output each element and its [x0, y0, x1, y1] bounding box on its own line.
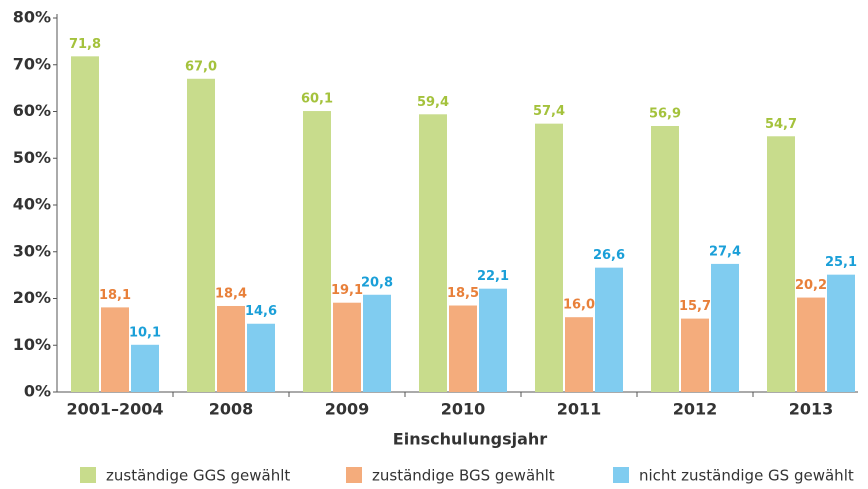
- value-label: 18,1: [99, 288, 131, 303]
- value-label: 67,0: [185, 59, 217, 74]
- legend-label: zuständige GGS gewählt: [106, 467, 290, 485]
- bar: [595, 267, 623, 392]
- bar: [449, 305, 477, 392]
- legend-label: zuständige BGS gewählt: [372, 467, 555, 485]
- x-tick-label: 2013: [789, 400, 834, 419]
- value-label: 14,6: [245, 304, 277, 319]
- bar: [247, 323, 275, 392]
- value-label: 27,4: [709, 244, 741, 259]
- legend-swatch: [613, 467, 629, 483]
- x-tick-label: 2011: [557, 400, 602, 419]
- y-tick-label: 40%: [13, 195, 51, 214]
- value-label: 59,4: [417, 95, 449, 110]
- bar: [565, 317, 593, 392]
- value-label: 20,8: [361, 275, 393, 290]
- value-label: 56,9: [649, 106, 681, 121]
- bar: [535, 123, 563, 392]
- bar: [651, 125, 679, 393]
- bar: [303, 111, 331, 392]
- y-tick-label: 80%: [13, 8, 51, 27]
- x-tick-label: 2001–2004: [66, 400, 163, 419]
- bar: [101, 307, 129, 392]
- x-tick-label: 2009: [325, 400, 370, 419]
- value-label: 26,6: [593, 248, 625, 263]
- bar: [71, 56, 99, 393]
- x-tick-label: 2010: [441, 400, 486, 419]
- value-label: 25,1: [825, 255, 857, 270]
- bar: [419, 114, 447, 393]
- value-label: 18,4: [215, 286, 247, 301]
- y-tick-label: 30%: [13, 241, 51, 260]
- y-tick-label: 50%: [13, 148, 51, 167]
- bar: [711, 263, 739, 392]
- bar: [187, 78, 215, 393]
- legend-label: nicht zuständige GS gewählt: [639, 467, 854, 485]
- y-tick-label: 10%: [13, 335, 51, 354]
- value-label: 71,8: [69, 37, 101, 52]
- y-tick-label: 60%: [13, 101, 51, 120]
- x-tick-label: 2012: [673, 400, 718, 419]
- value-label: 60,1: [301, 92, 333, 107]
- bar: [681, 318, 709, 392]
- y-tick-label: 20%: [13, 288, 51, 307]
- value-label: 20,2: [795, 278, 827, 293]
- bar: [797, 297, 825, 392]
- value-label: 15,7: [679, 299, 711, 314]
- value-label: 19,1: [331, 283, 363, 298]
- y-tick-label: 70%: [13, 54, 51, 73]
- bar: [767, 136, 795, 392]
- legend-swatch: [346, 467, 362, 483]
- bar: [217, 305, 245, 392]
- legend-swatch: [80, 467, 96, 483]
- value-label: 22,1: [477, 269, 509, 284]
- bar: [131, 344, 159, 392]
- value-label: 18,5: [447, 286, 479, 301]
- value-label: 10,1: [129, 325, 161, 340]
- value-label: 54,7: [765, 117, 797, 132]
- x-tick-label: 2008: [209, 400, 254, 419]
- bar: [479, 288, 507, 392]
- value-label: 16,0: [563, 298, 595, 313]
- bar: [827, 274, 855, 392]
- y-tick-label: 0%: [24, 382, 51, 401]
- bar: [363, 294, 391, 392]
- bar: [333, 302, 361, 392]
- x-axis-label: Einschulungsjahr: [393, 430, 548, 449]
- value-label: 57,4: [533, 104, 565, 119]
